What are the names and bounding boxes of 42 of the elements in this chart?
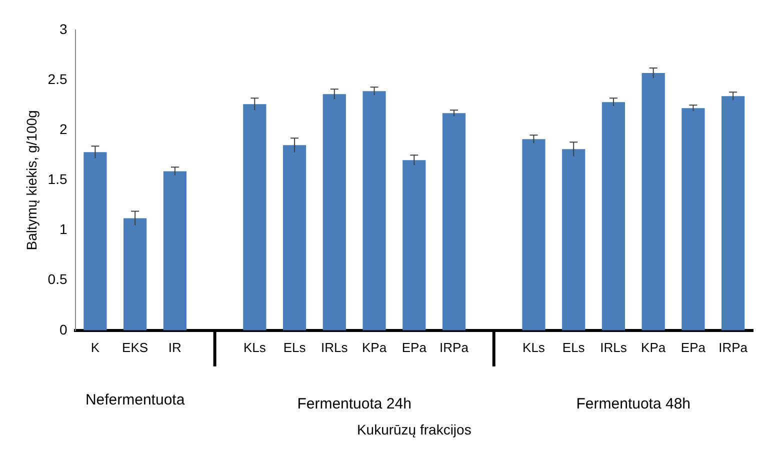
y-axis-title: Baltymų kiekis, g/100g (23, 110, 40, 250)
text: Kukurūzų frakcijos (356, 421, 472, 438)
y-tick-label: 2 (59, 120, 68, 137)
text: Nefermentuota (85, 392, 186, 409)
x-tick-label: IRPa (718, 340, 748, 355)
bar (682, 108, 705, 330)
y-tick-label: 0 (59, 321, 68, 338)
x-tick-label: KPa (641, 340, 666, 355)
text: Fermentuota 24h (297, 396, 412, 413)
bar (163, 171, 186, 330)
y-tick-label: 2.5 (48, 70, 68, 87)
bar (722, 96, 745, 330)
bar (562, 149, 586, 330)
x-tick-label: IRLs (321, 340, 348, 355)
x-tick-label: ELs (562, 340, 586, 355)
bar (602, 102, 626, 330)
y-tick-label: 1 (59, 221, 68, 238)
bar (642, 73, 665, 330)
bar (124, 218, 147, 330)
bar (243, 104, 266, 330)
bar (322, 94, 346, 330)
x-tick-label: IRLs (600, 340, 628, 355)
x-tick-label: EKS (122, 340, 148, 355)
x-tick-label: IRPa (440, 340, 470, 355)
x-tick-label: EPa (402, 340, 428, 355)
y-tick-label: 1.5 (48, 171, 68, 188)
text: Fermentuota 48h (576, 396, 691, 413)
bar (442, 113, 466, 330)
bar (402, 160, 426, 330)
x-tick-label: KPa (362, 340, 388, 355)
x-tick-label: IR (168, 340, 182, 355)
bar (362, 91, 386, 330)
y-tick-label: 3 (59, 20, 68, 37)
x-tick-label: ELs (283, 340, 306, 355)
x-tick-label: KLs (522, 340, 546, 355)
x-tick-label: K (90, 340, 100, 355)
bar (282, 145, 306, 330)
bar (522, 139, 546, 330)
x-tick-label: EPa (680, 340, 706, 355)
y-tick-label: 0.5 (48, 271, 68, 288)
x-tick-label: KLs (243, 340, 266, 355)
bar (84, 152, 107, 330)
